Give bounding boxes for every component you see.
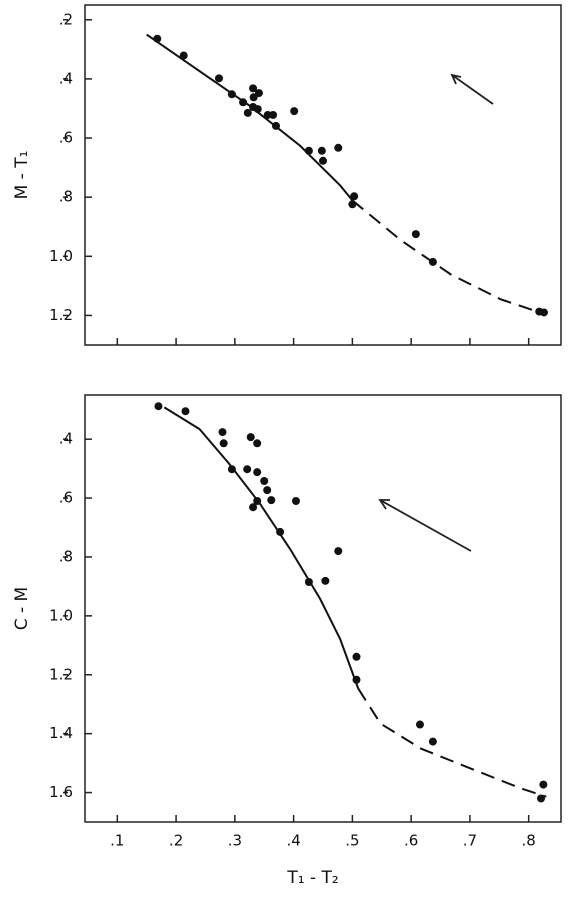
x-tick-label: .8 bbox=[522, 832, 536, 850]
y-tick-label: 1.0 bbox=[49, 247, 73, 265]
data-point bbox=[253, 468, 262, 477]
y-tick-label: 1.2 bbox=[49, 665, 73, 683]
data-point bbox=[227, 90, 236, 99]
x-tick-label: .4 bbox=[286, 832, 300, 850]
data-point bbox=[154, 402, 163, 411]
data-point bbox=[260, 476, 269, 485]
data-point bbox=[319, 156, 327, 165]
data-point bbox=[181, 407, 190, 416]
data-point bbox=[243, 465, 252, 474]
data-point bbox=[304, 146, 313, 155]
data-point bbox=[254, 89, 263, 98]
data-point bbox=[219, 439, 228, 448]
arrow bbox=[379, 499, 472, 552]
data-point bbox=[253, 105, 262, 114]
data-point bbox=[352, 675, 361, 684]
data-point bbox=[321, 576, 330, 585]
arrow-head bbox=[450, 73, 462, 85]
y-axis-label: M - T₁ bbox=[12, 151, 32, 200]
data-point bbox=[153, 34, 162, 43]
y-tick-label: 1.4 bbox=[49, 724, 73, 742]
data-point bbox=[243, 108, 252, 117]
y-tick-label: 1.6 bbox=[49, 783, 73, 801]
data-point bbox=[276, 527, 285, 536]
y-tick-label: .4 bbox=[59, 69, 73, 87]
arrow bbox=[451, 74, 494, 105]
y-tick-label: .8 bbox=[59, 188, 73, 206]
data-point bbox=[271, 121, 280, 130]
data-point bbox=[214, 74, 223, 83]
fit-curve bbox=[357, 688, 547, 798]
data-point bbox=[246, 433, 255, 442]
data-point bbox=[352, 652, 361, 661]
arrow-head bbox=[378, 499, 390, 510]
data-point bbox=[304, 577, 313, 586]
data-point bbox=[249, 84, 258, 93]
data-point bbox=[539, 780, 548, 789]
fit-curve bbox=[146, 33, 354, 202]
x-tick-label: .5 bbox=[345, 832, 359, 850]
data-point bbox=[290, 107, 299, 116]
data-point bbox=[227, 465, 236, 474]
data-point bbox=[249, 503, 258, 512]
fit-curve bbox=[351, 199, 547, 316]
data-point bbox=[263, 486, 272, 495]
data-point bbox=[317, 146, 326, 155]
data-point bbox=[415, 720, 424, 729]
data-point bbox=[411, 230, 420, 239]
data-point bbox=[291, 497, 300, 506]
data-point bbox=[267, 496, 276, 505]
y-tick-label: .6 bbox=[59, 129, 73, 147]
data-point bbox=[334, 143, 343, 152]
y-tick-label: .4 bbox=[59, 430, 73, 448]
y-tick-label: .8 bbox=[59, 547, 73, 565]
data-point bbox=[253, 497, 262, 506]
x-axis-label: T₁ - T₂ bbox=[286, 868, 338, 888]
y-tick-label: 1.2 bbox=[49, 306, 73, 324]
fit-curve bbox=[163, 406, 360, 689]
data-point bbox=[239, 98, 248, 107]
plot-frame bbox=[84, 4, 562, 346]
data-point bbox=[179, 51, 188, 60]
y-tick-label: .2 bbox=[59, 10, 73, 28]
data-point bbox=[537, 794, 546, 803]
data-point bbox=[348, 200, 357, 209]
y-tick-label: 1.0 bbox=[49, 606, 73, 624]
data-point bbox=[334, 547, 343, 556]
x-tick-label: .1 bbox=[110, 832, 124, 850]
data-point bbox=[350, 192, 359, 201]
data-point bbox=[428, 737, 437, 746]
data-point bbox=[428, 257, 437, 266]
data-point bbox=[269, 110, 278, 119]
x-tick-label: .2 bbox=[169, 832, 183, 850]
x-tick-label: .7 bbox=[463, 832, 477, 850]
data-point bbox=[539, 308, 548, 317]
data-point bbox=[218, 428, 227, 437]
plot-frame bbox=[84, 394, 562, 823]
y-tick-label: .6 bbox=[59, 489, 73, 507]
y-axis-label: C - M bbox=[12, 587, 32, 630]
x-tick-label: .3 bbox=[228, 832, 242, 850]
data-point bbox=[253, 439, 262, 448]
x-tick-label: .6 bbox=[404, 832, 418, 850]
